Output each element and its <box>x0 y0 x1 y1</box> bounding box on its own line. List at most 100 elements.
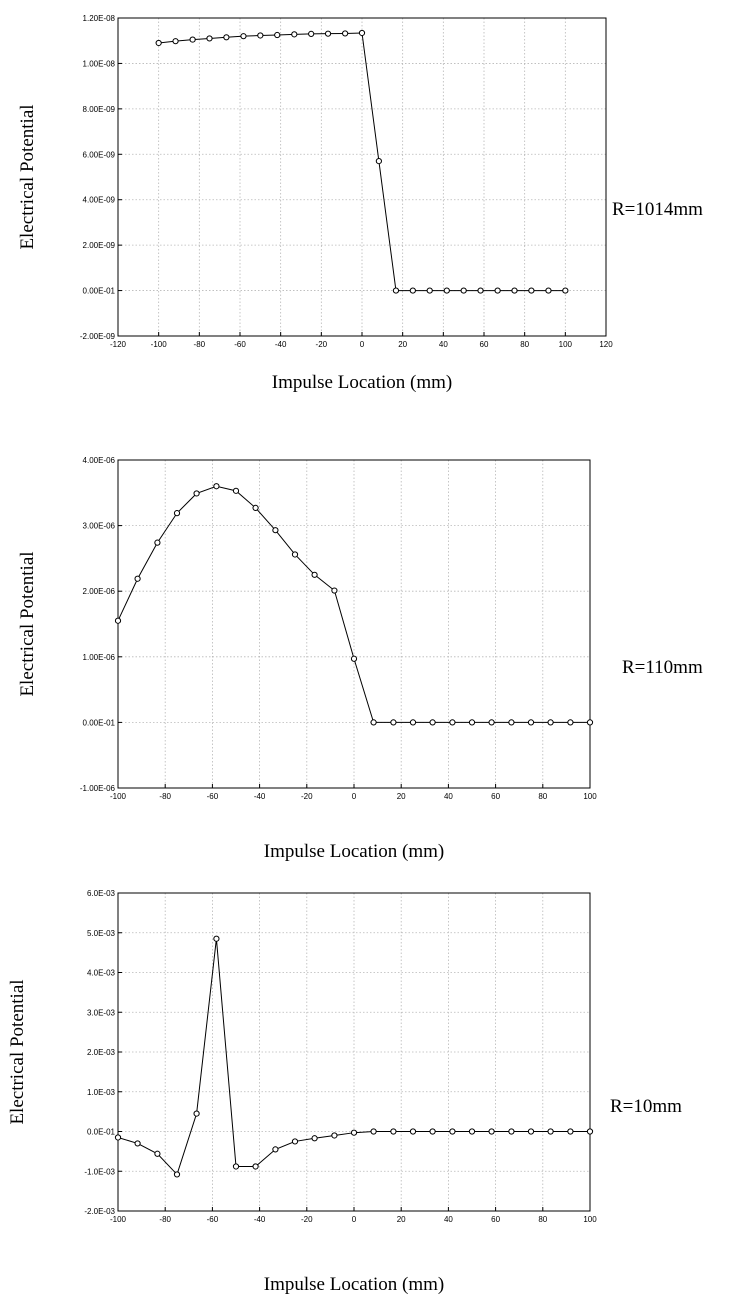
data-point <box>586 719 594 726</box>
x-tick-label: 0 <box>352 792 357 801</box>
data-point <box>173 1171 181 1178</box>
data-point <box>274 31 281 39</box>
data-point <box>547 719 554 726</box>
data-point <box>134 1140 141 1147</box>
data-point <box>193 1110 200 1117</box>
x-tick-label: 80 <box>520 340 529 349</box>
x-tick-label: 100 <box>559 340 573 349</box>
x-tick-label: -120 <box>110 340 127 349</box>
radius-annotation: R=1014mm <box>612 199 703 220</box>
y-tick-label: 4.0E-03 <box>87 969 116 978</box>
data-point <box>528 287 535 294</box>
x-tick-label: 80 <box>538 1215 547 1224</box>
y-tick-label: -2.00E-09 <box>80 332 116 341</box>
data-point <box>370 719 377 726</box>
data-point <box>331 1132 338 1139</box>
data-point <box>331 587 338 594</box>
x-tick-label: 20 <box>398 340 407 349</box>
data-point <box>155 39 162 47</box>
chart-panel-2: -100 -80 -60 -40 -20 0 20 40 60 80 100 -1.00E-06 0.0… <box>17 456 703 862</box>
x-tick-label: 40 <box>444 792 453 801</box>
x-tick-label: -40 <box>254 792 266 801</box>
data-point <box>173 510 181 517</box>
data-point <box>409 1128 417 1135</box>
y-tick-label: 0.00E-01 <box>83 287 116 296</box>
data-point <box>206 35 213 42</box>
data-point <box>488 719 495 726</box>
data-point <box>508 1128 515 1135</box>
data-point <box>114 1134 122 1141</box>
data-point <box>223 34 230 41</box>
data-point <box>272 527 279 534</box>
x-tick-label: 20 <box>397 792 406 801</box>
data-point <box>390 719 397 726</box>
data-point <box>409 287 416 294</box>
y-tick-label: 6.0E-03 <box>87 889 116 898</box>
data-point <box>426 287 433 294</box>
data-point <box>449 1128 456 1135</box>
y-axis-title: Electrical Potential <box>7 979 28 1124</box>
y-tick-label: 1.0E-03 <box>87 1088 116 1097</box>
data-point <box>308 30 315 38</box>
x-tick-label: 80 <box>538 792 547 801</box>
data-point <box>311 1135 318 1142</box>
data-point <box>172 38 179 45</box>
x-tick-label: 100 <box>583 1215 597 1224</box>
data-point <box>429 1128 436 1135</box>
data-point <box>291 551 299 558</box>
x-tick-label: -80 <box>194 340 206 349</box>
data-point <box>252 1163 259 1170</box>
data-point <box>567 1128 574 1135</box>
data-point <box>350 1129 358 1136</box>
x-tick-label: -20 <box>316 340 328 349</box>
y-tick-label: 1.20E-08 <box>83 14 116 23</box>
data-point <box>527 719 535 726</box>
y-tick-label: 3.00E-06 <box>83 522 116 531</box>
data-point <box>193 490 200 497</box>
data-point <box>257 32 264 39</box>
data-point <box>350 655 358 662</box>
data-point <box>213 483 220 490</box>
data-point <box>460 287 467 294</box>
data-point <box>494 287 501 294</box>
x-tick-label: 100 <box>583 792 597 801</box>
data-point <box>342 30 349 37</box>
y-tick-label: 3.0E-03 <box>87 1008 116 1017</box>
data-point <box>488 1128 495 1135</box>
data-point <box>189 36 196 43</box>
data-point <box>468 1128 476 1135</box>
data-point <box>545 287 552 294</box>
data-point <box>213 935 220 942</box>
y-tick-label: 6.00E-09 <box>83 150 116 159</box>
data-point <box>508 719 515 726</box>
x-tick-label: 60 <box>480 340 489 349</box>
data-point <box>567 719 574 726</box>
y-tick-label: -1.00E-06 <box>80 784 116 793</box>
x-tick-label: -80 <box>159 1215 171 1224</box>
data-point <box>291 1138 299 1145</box>
data-point <box>562 287 569 294</box>
data-point <box>392 287 400 294</box>
data-point <box>252 504 259 511</box>
data-point <box>232 487 240 494</box>
x-tick-label: -100 <box>110 792 127 801</box>
x-tick-label: -60 <box>207 1215 219 1224</box>
data-point <box>154 1150 161 1157</box>
data-point <box>291 31 298 38</box>
radius-annotation: R=110mm <box>622 657 703 678</box>
y-tick-label: 2.00E-06 <box>83 587 116 596</box>
x-axis-title: Impulse Location (mm) <box>264 841 444 862</box>
data-point <box>324 30 332 37</box>
x-axis-title: Impulse Location (mm) <box>272 372 452 393</box>
x-tick-label: -40 <box>254 1215 266 1224</box>
data-point <box>370 1128 377 1135</box>
x-tick-label: 40 <box>439 340 448 349</box>
x-tick-label: 0 <box>360 340 365 349</box>
x-tick-label: -80 <box>159 792 171 801</box>
x-tick-label: -60 <box>234 340 246 349</box>
x-tick-label: -100 <box>151 340 168 349</box>
x-tick-label: -40 <box>275 340 287 349</box>
x-tick-label: -20 <box>301 792 313 801</box>
data-point <box>311 571 318 578</box>
